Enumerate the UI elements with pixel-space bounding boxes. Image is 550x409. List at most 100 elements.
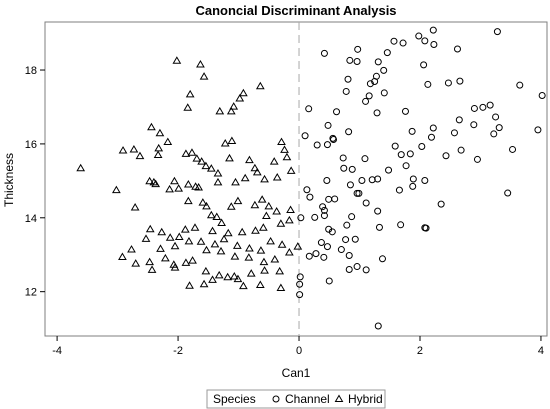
hybrid-point [165, 233, 175, 241]
channel-point [397, 151, 405, 159]
channel-point [385, 166, 393, 174]
hybrid-point [229, 102, 239, 110]
channel-point [429, 26, 437, 34]
channel-point [490, 130, 498, 138]
hybrid-point [165, 184, 174, 193]
hybrid-point [260, 266, 269, 274]
hybrid-point [260, 174, 269, 183]
channel-point [345, 128, 353, 136]
hybrid-point [183, 196, 193, 205]
hybrid-point [225, 153, 234, 162]
hybrid-point [219, 234, 229, 243]
hybrid-point [229, 272, 239, 280]
channel-point [366, 80, 374, 88]
hybrid-point [251, 226, 260, 234]
hybrid-point [185, 281, 194, 289]
hybrid-point [270, 255, 280, 263]
legend-box [206, 389, 386, 409]
hybrid-point [213, 168, 223, 177]
channel-point [486, 101, 494, 109]
hybrid-point [264, 201, 274, 210]
hybrid-point [130, 202, 140, 211]
hybrid-point [277, 137, 286, 146]
channel-point [342, 236, 350, 244]
plot-area [44, 21, 548, 337]
channel-point [397, 221, 405, 229]
hybrid-point [266, 236, 275, 245]
channel-point [353, 58, 361, 66]
hybrid-point [160, 253, 170, 262]
hybrid-point [196, 59, 205, 68]
channel-point [320, 212, 328, 220]
channel-point [380, 89, 388, 97]
hybrid-point [214, 270, 224, 279]
channel-point [325, 195, 333, 203]
channel-point [362, 97, 370, 105]
hybrid-point [187, 148, 197, 156]
hybrid-point [198, 198, 208, 206]
hybrid-point [199, 279, 209, 288]
y-tick-label: 12 [25, 287, 37, 299]
channel-point [320, 49, 328, 57]
channel-point [328, 228, 336, 236]
channel-point [390, 37, 398, 45]
hybrid-point [284, 215, 294, 224]
channel-point [320, 253, 328, 261]
hybrid-point [230, 252, 240, 260]
hybrid-point [227, 136, 237, 144]
hybrid-point [194, 183, 203, 191]
hybrid-point [202, 245, 211, 254]
channel-point [333, 108, 341, 116]
hybrid-point [151, 179, 161, 188]
channel-point [358, 176, 366, 184]
legend-channel-label: Channel [285, 392, 330, 406]
hybrid-point [252, 167, 262, 176]
y-tick-label: 14 [25, 213, 37, 225]
hybrid-point [232, 241, 242, 249]
channel-point [340, 164, 348, 172]
channel-point [516, 81, 524, 89]
hybrid-point [239, 88, 248, 97]
hybrid-point [239, 281, 248, 290]
channel-point [345, 251, 353, 259]
hybrid-point [245, 155, 254, 164]
channel-point [374, 207, 382, 215]
hybrid-point [170, 241, 180, 250]
legend-hybrid-marker [334, 394, 344, 402]
x-tick-label: 2 [417, 345, 423, 357]
x-tick-label: -2 [173, 345, 183, 357]
hybrid-point [245, 243, 254, 252]
hybrid-point [199, 72, 209, 80]
channel-point [323, 176, 331, 184]
channel-point [337, 246, 345, 254]
channel-point [342, 87, 350, 95]
channel-point [317, 239, 325, 247]
legend-channel-marker [272, 395, 280, 403]
channel-point [324, 121, 332, 129]
channel-point [470, 104, 478, 112]
channel-point [380, 66, 388, 74]
channel-point [312, 250, 320, 258]
hybrid-point [192, 154, 202, 162]
channel-point [427, 133, 435, 141]
legend-hybrid-label: Hybrid [348, 392, 383, 406]
hybrid-point [208, 226, 217, 235]
channel-point [493, 28, 501, 36]
channel-point [305, 105, 313, 113]
channel-point [383, 49, 391, 57]
y-tick-label: 18 [25, 65, 37, 77]
hybrid-point [220, 139, 230, 147]
hybrid-point [261, 211, 271, 219]
hybrid-point [149, 177, 159, 186]
channel-point [495, 124, 503, 132]
hybrid-point [163, 137, 173, 146]
hybrid-point [215, 106, 225, 115]
channel-point [373, 109, 381, 117]
hybrid-point [118, 252, 127, 260]
hybrid-point [259, 257, 269, 266]
channel-point [297, 214, 305, 222]
hybrid-point [223, 228, 233, 237]
hybrid-point [206, 210, 216, 219]
channel-point [421, 37, 429, 45]
x-tick-label: 4 [538, 345, 544, 357]
